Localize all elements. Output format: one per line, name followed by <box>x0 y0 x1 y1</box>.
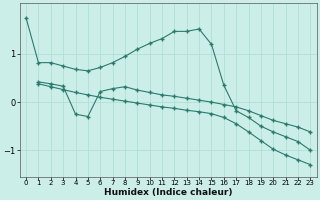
X-axis label: Humidex (Indice chaleur): Humidex (Indice chaleur) <box>104 188 232 197</box>
